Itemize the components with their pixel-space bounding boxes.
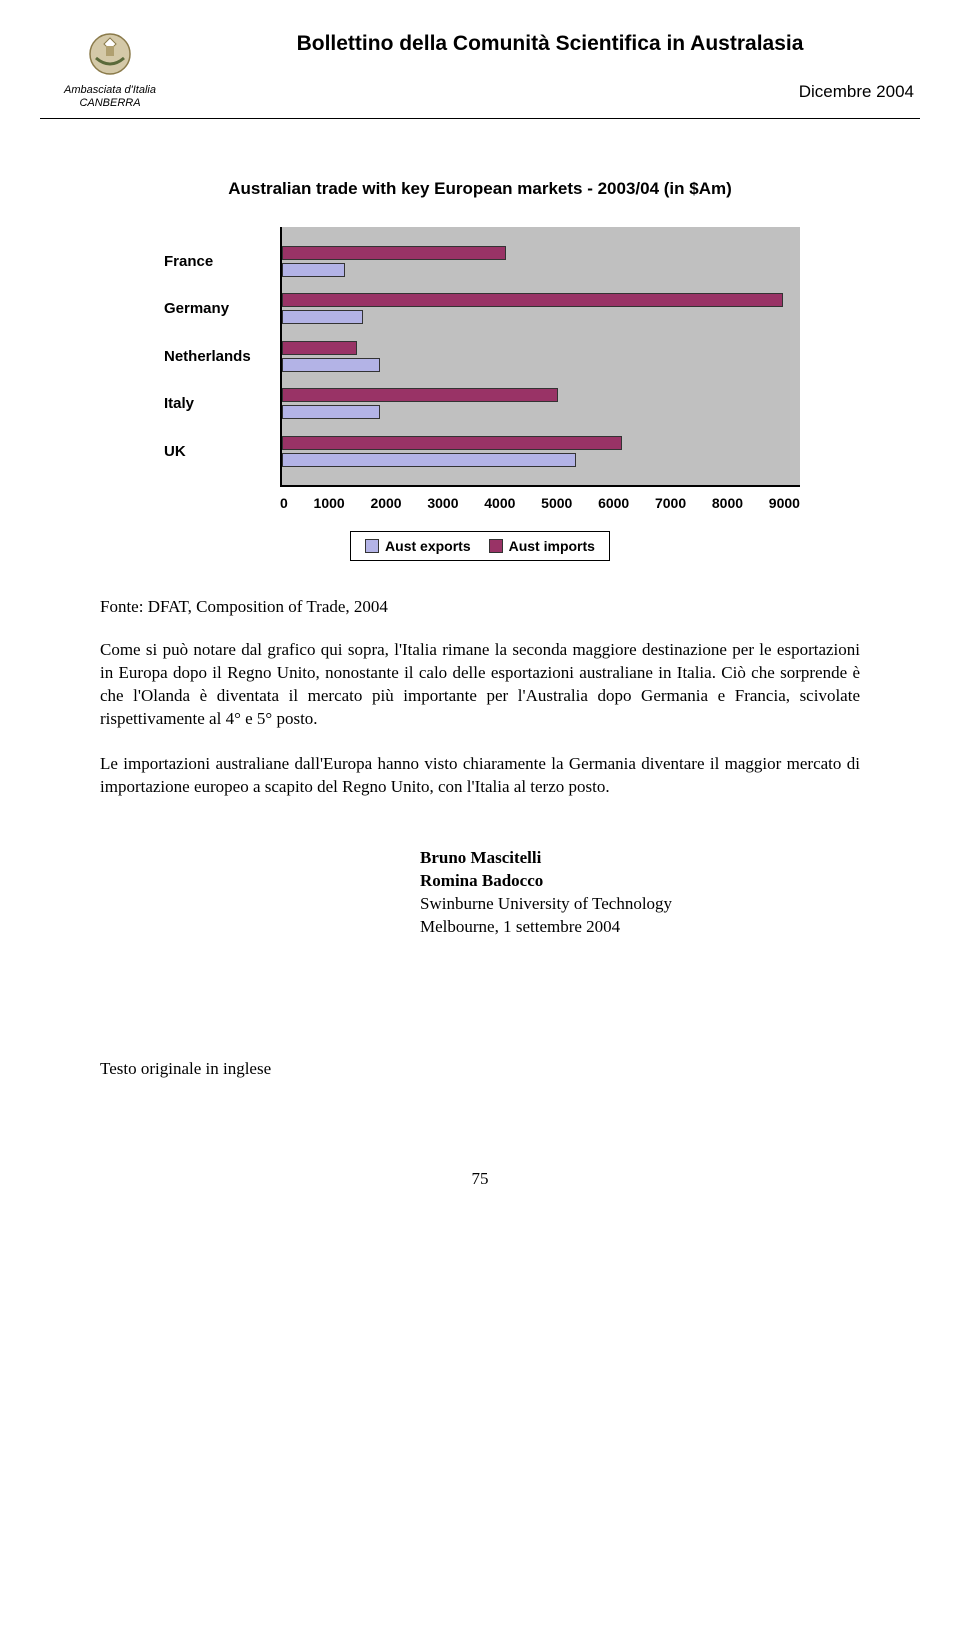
header-right: Bollettino della Comunità Scientifica in… bbox=[180, 20, 920, 102]
chart-bar-pair bbox=[282, 246, 800, 277]
chart-bar-imports bbox=[282, 388, 558, 402]
chart-bar-exports bbox=[282, 453, 576, 467]
chart-legend-swatch bbox=[365, 539, 379, 553]
chart-bar-pair bbox=[282, 341, 800, 372]
chart-x-tick: 1000 bbox=[314, 495, 345, 511]
author-name-1: Bruno Mascitelli bbox=[420, 847, 860, 870]
embassy-line2: CANBERRA bbox=[40, 97, 180, 110]
chart-bar-exports bbox=[282, 358, 380, 372]
chart-bar-pair bbox=[282, 436, 800, 467]
chart-category-label: France bbox=[164, 253, 272, 270]
chart-category-label: Italy bbox=[164, 395, 272, 412]
paragraph-2: Le importazioni australiane dall'Europa … bbox=[100, 753, 860, 799]
chart-bar-pair bbox=[282, 293, 800, 324]
chart-x-tick: 4000 bbox=[484, 495, 515, 511]
author-block: Bruno Mascitelli Romina Badocco Swinburn… bbox=[420, 847, 860, 939]
chart-bar-exports bbox=[282, 310, 363, 324]
page-header: Ambasciata d'Italia CANBERRA Bollettino … bbox=[40, 0, 920, 119]
author-name-2: Romina Badocco bbox=[420, 870, 860, 893]
chart-legend-label: Aust imports bbox=[509, 538, 595, 554]
bulletin-date: Dicembre 2004 bbox=[180, 82, 920, 102]
chart-legend-item: Aust imports bbox=[489, 538, 595, 554]
chart-category-label: Germany bbox=[164, 300, 272, 317]
chart-category-row: Germany bbox=[282, 287, 800, 331]
chart-x-tick: 2000 bbox=[370, 495, 401, 511]
chart-bar-exports bbox=[282, 263, 345, 277]
header-left: Ambasciata d'Italia CANBERRA bbox=[40, 20, 180, 110]
chart-x-axis: 0 1000 2000 3000 4000 5000 6000 7000 8000 9000 bbox=[280, 495, 800, 511]
chart-x-tick: 5000 bbox=[541, 495, 572, 511]
chart-bar-imports bbox=[282, 293, 783, 307]
chart-category-row: Italy bbox=[282, 382, 800, 426]
chart-x-tick: 8000 bbox=[712, 495, 743, 511]
footnote: Testo originale in inglese bbox=[100, 1059, 860, 1079]
chart-bar-imports bbox=[282, 341, 357, 355]
chart-x-tick: 0 bbox=[280, 495, 288, 511]
chart-bar-imports bbox=[282, 436, 622, 450]
chart-x-tick: 6000 bbox=[598, 495, 629, 511]
paragraph-1: Come si può notare dal grafico qui sopra… bbox=[100, 639, 860, 731]
chart-category-row: Netherlands bbox=[282, 334, 800, 378]
chart: FranceGermanyNetherlandsItalyUK 01000200… bbox=[160, 227, 800, 561]
chart-bar-exports bbox=[282, 405, 380, 419]
author-affiliation: Swinburne University of Technology bbox=[420, 893, 860, 916]
italian-emblem-icon bbox=[86, 30, 134, 78]
chart-legend-swatch bbox=[489, 539, 503, 553]
content: Australian trade with key European marke… bbox=[40, 179, 920, 1078]
chart-legend-label: Aust exports bbox=[385, 538, 471, 554]
chart-category-row: France bbox=[282, 239, 800, 283]
chart-category-row: UK bbox=[282, 430, 800, 474]
embassy-line1: Ambasciata d'Italia bbox=[40, 84, 180, 97]
chart-source: Fonte: DFAT, Composition of Trade, 2004 bbox=[100, 597, 860, 617]
chart-category-label: Netherlands bbox=[164, 348, 272, 365]
chart-category-label: UK bbox=[164, 443, 272, 460]
chart-bar-pair bbox=[282, 388, 800, 419]
chart-x-tick: 3000 bbox=[427, 495, 458, 511]
chart-title: Australian trade with key European marke… bbox=[100, 179, 860, 199]
page-number: 75 bbox=[40, 1169, 920, 1229]
author-place-date: Melbourne, 1 settembre 2004 bbox=[420, 916, 860, 939]
chart-bar-imports bbox=[282, 246, 506, 260]
chart-legend: Aust exports Aust imports bbox=[350, 531, 610, 561]
chart-plot: FranceGermanyNetherlandsItalyUK bbox=[280, 227, 800, 487]
chart-x-tick: 9000 bbox=[769, 495, 800, 511]
chart-legend-item: Aust exports bbox=[365, 538, 471, 554]
bulletin-title: Bollettino della Comunità Scientifica in… bbox=[180, 32, 920, 56]
chart-x-tick: 7000 bbox=[655, 495, 686, 511]
